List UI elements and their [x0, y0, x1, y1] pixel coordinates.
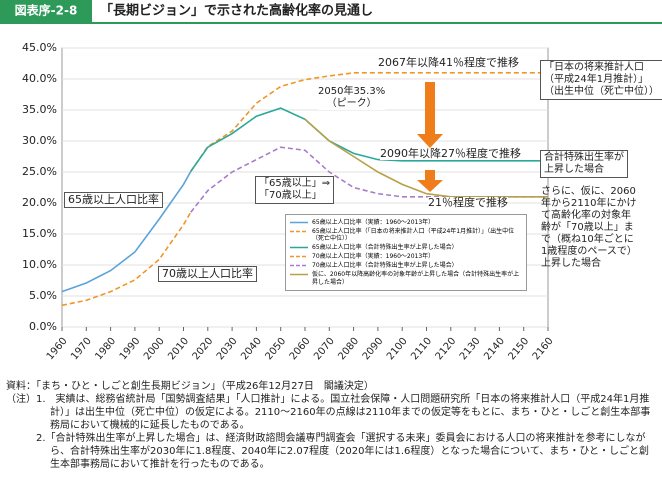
annotation: 2067年以降41％程度で推移	[378, 56, 519, 69]
box-line: （平成24年1月推計）」	[544, 74, 649, 85]
x-tick-label: 2000	[142, 336, 167, 363]
x-tick-label: 2040	[239, 336, 264, 363]
header-badge	[0, 0, 92, 22]
header-label: 図表序-2-8	[15, 3, 78, 18]
x-tick-label: 2070	[312, 336, 337, 363]
box-line: 齢が「70歳以上」ま	[541, 222, 634, 233]
annotation-line: 「70歳以上」	[259, 190, 322, 201]
notes: 資料：「まち・ひと・しごと創生長期ビジョン」（平成26年12月27日 閣議決定）…	[6, 380, 656, 471]
series-line	[61, 211, 192, 307]
header-title: 「長期ビジョン」で示された高齢化率の見通し	[100, 3, 373, 19]
y-tick-label: 25.0%	[22, 165, 57, 178]
box-line: て高齢化率の対象年	[541, 210, 631, 221]
x-tick-label: 1990	[118, 336, 143, 363]
y-tick-label: 0.0%	[29, 320, 57, 333]
y-tick-label: 20.0%	[22, 196, 57, 209]
legend-entry: 65歳以上人口比率（「日本の将来推計人口（平成24年1月推計）」（出生中位（死亡…	[290, 228, 522, 243]
legend-entry: 65歳以上人口比率（合計特殊出生率が上昇した場合）	[290, 244, 522, 252]
annotation: 「65歳以上」⇒ 「70歳以上」	[255, 176, 335, 204]
box-line: 合計特殊出生率が	[544, 152, 624, 163]
box: 合計特殊出生率が 上昇した場合	[540, 150, 628, 178]
box-line: （出生中位（死亡中位））	[544, 86, 659, 97]
box-line: 「日本の将来推計人口	[544, 62, 644, 73]
x-tick-label: 1980	[93, 336, 118, 363]
y-tick-label: 15.0%	[22, 227, 57, 240]
legend-label: 70歳以上人口比率（合計特殊出生率が上昇した場合）	[312, 262, 458, 269]
y-tick-label: 5.0%	[29, 289, 57, 302]
box-line: 1歳程度のペースで）	[541, 246, 637, 257]
notes-block: （注） 1. 実績は、総務省統計局「国勢調査結果」「人口推計」による。国立社会保…	[6, 393, 656, 471]
y-tick-label: 30.0%	[22, 134, 57, 147]
annotation: 21％程度で推移	[428, 196, 508, 209]
legend: 65歳以上人口比率（実績：1960～2013年） 65歳以上人口比率（「日本の将来…	[285, 214, 527, 291]
series-line	[190, 107, 548, 172]
annotation-line: （ピーク）	[326, 98, 377, 109]
legend-swatch	[290, 246, 308, 249]
legend-label: 65歳以上人口比率（合計特殊出生率が上昇した場合）	[312, 244, 458, 251]
note-item: 2.「合計特殊出生率が上昇した場合」は、経済財政諮問会議専門調査会「選択する未来…	[36, 433, 650, 470]
legend-entry: 70歳以上人口比率（合計特殊出生率が上昇した場合）	[290, 262, 522, 270]
chart: 図表序-2-8 「長期ビジョン」で示された高齢化率の見通し 0.0% 5.0% 10…	[0, 0, 662, 363]
source: 資料：「まち・ひと・しごと創生長期ビジョン」（平成26年12月27日 閣議決定）	[6, 381, 374, 392]
legend-swatch	[290, 273, 308, 276]
x-tick-label: 2160	[531, 336, 556, 363]
box-line: さらに、仮に、2060	[541, 186, 636, 197]
legend-entry: 仮に、2060年以降高齢化率の対象年齢が上昇した場合（合計特殊出生率が上昇した場…	[290, 271, 522, 286]
x-tick-label: 2060	[288, 336, 313, 363]
box: 「日本の将来推計人口 （平成24年1月推計）」 （出生中位（死亡中位））	[540, 60, 662, 100]
y-tick-label: 35.0%	[22, 103, 57, 116]
x-tick-label: 2030	[215, 336, 240, 363]
x-tick-label: 2010	[166, 336, 191, 363]
x-tick-label: 2100	[385, 336, 410, 363]
annotation: 70歳以上人口比率	[158, 266, 257, 282]
annotation-line: 「65歳以上」⇒	[259, 178, 331, 189]
series-line	[61, 170, 192, 293]
box-line: で（概ね10年ごとに	[541, 234, 634, 245]
y-tick-label: 10.0%	[22, 258, 57, 271]
box-line: 上昇した場合	[544, 164, 604, 175]
legend-swatch	[290, 255, 308, 258]
x-tick-label: 2090	[361, 336, 386, 363]
legend-swatch	[290, 221, 308, 223]
x-tick-label: 1960	[45, 336, 70, 363]
x-tick-label: 2130	[458, 336, 483, 363]
annotation: 2050年35.3% （ピーク）	[318, 86, 386, 110]
x-tick-label: 2020	[191, 336, 216, 363]
arrow	[417, 170, 443, 192]
annotation: 65歳以上人口比率	[64, 192, 163, 208]
box-line: 上昇した場合	[541, 258, 601, 269]
y-tick-label: 45.0%	[22, 41, 57, 54]
x-tick-label: 2110	[409, 336, 434, 363]
series-line	[304, 118, 548, 198]
x-tick-label: 1970	[69, 336, 94, 363]
box: さらに、仮に、2060 年から2110年にかけ て高齢化率の対象年 齢が「70歳以上」…	[541, 186, 637, 270]
note-item: 1. 実績は、総務省統計局「国勢調査結果」「人口推計」による。国立社会保障・人口…	[36, 394, 651, 431]
legend-label: 65歳以上人口比率（実績：1960～2013年）	[312, 218, 435, 226]
notes-items: 1. 実績は、総務省統計局「国勢調査結果」「人口推計」による。国立社会保障・人口…	[36, 393, 656, 471]
x-tick-label: 2120	[434, 336, 459, 363]
box-line: 年から2110年にかけ	[541, 198, 637, 209]
x-tick-label: 2140	[482, 336, 507, 363]
legend-swatch	[290, 230, 308, 232]
legend-label: 70歳以上人口比率（実績：1960～2013年）	[312, 253, 435, 260]
x-tick-label: 2150	[507, 336, 532, 363]
legend-entry: 65歳以上人口比率（実績：1960～2013年）	[290, 219, 522, 227]
annotation: 2090年以降27％程度で推移	[380, 147, 521, 160]
legend-label: 仮に、2060年以降高齢化率の対象年齢が上昇した場合（合計特殊出生率が上昇した場…	[312, 271, 520, 286]
x-tick-label: 2080	[336, 336, 361, 363]
notes-label: （注）	[6, 394, 36, 405]
arrow	[417, 82, 443, 148]
series-line	[190, 146, 548, 213]
annotation-line: 2050年35.3%	[318, 86, 386, 97]
legend-label: 65歳以上人口比率（「日本の将来推計人口（平成24年1月推計）」（出生中位（死亡…	[312, 227, 515, 243]
legend-entry: 70歳以上人口比率（実績：1960～2013年）	[290, 253, 522, 261]
x-tick-label: 2050	[264, 336, 289, 363]
legend-swatch	[290, 264, 308, 267]
series-line	[190, 72, 548, 172]
y-tick-label: 40.0%	[22, 72, 57, 85]
